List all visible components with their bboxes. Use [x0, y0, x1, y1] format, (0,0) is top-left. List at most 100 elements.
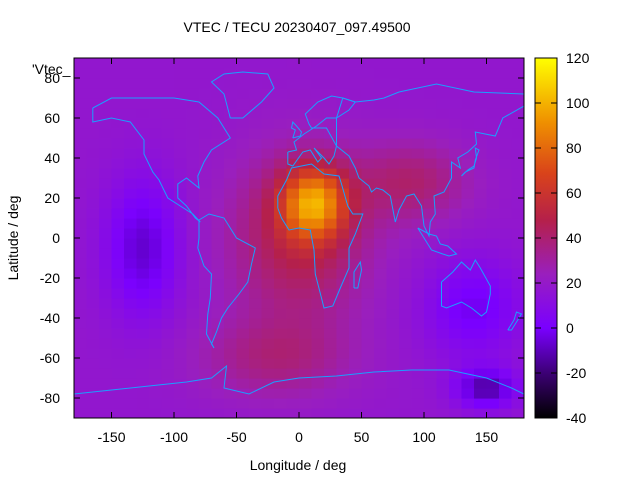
heatmap-cell — [274, 78, 288, 89]
heatmap-cell — [424, 408, 438, 418]
heatmap-cell — [411, 88, 425, 99]
heatmap-cell — [111, 68, 125, 79]
heatmap-cell — [186, 198, 200, 209]
heatmap-cell — [386, 208, 400, 219]
heatmap-cell — [149, 238, 163, 249]
heatmap-cell — [249, 138, 263, 149]
heatmap-cell — [174, 348, 188, 359]
heatmap-cell — [136, 98, 150, 109]
heatmap-cell — [199, 148, 213, 159]
heatmap-cell — [436, 308, 450, 319]
heatmap-cell — [149, 308, 163, 319]
heatmap-cell — [274, 148, 288, 159]
heatmap-cell — [199, 178, 213, 189]
heatmap-cell — [474, 378, 488, 389]
heatmap-cell — [486, 238, 500, 249]
heatmap-cell — [86, 68, 100, 79]
heatmap-cell — [511, 328, 524, 339]
heatmap-cell — [111, 268, 125, 279]
heatmap-cell — [186, 358, 200, 369]
heatmap-cell — [399, 138, 413, 149]
heatmap-cell — [461, 258, 475, 269]
heatmap-cell — [161, 408, 175, 418]
heatmap-cell — [161, 328, 175, 339]
heatmap-cell — [124, 298, 138, 309]
heatmap-cell — [161, 268, 175, 279]
heatmap-cell — [211, 98, 225, 109]
heatmap-cell — [486, 148, 500, 159]
heatmap-cell — [174, 108, 188, 119]
heatmap-cell — [336, 408, 350, 418]
heatmap-cell — [336, 258, 350, 269]
heatmap-cell — [224, 98, 238, 109]
heatmap-cell — [74, 68, 88, 79]
heatmap-cell — [111, 238, 125, 249]
heatmap-cell — [461, 248, 475, 259]
heatmap-cell — [124, 228, 138, 239]
heatmap-cell — [136, 158, 150, 169]
heatmap-cell — [436, 408, 450, 418]
heatmap-cell — [474, 88, 488, 99]
heatmap-cell — [511, 298, 524, 309]
heatmap-cell — [486, 368, 500, 379]
heatmap-cell — [411, 278, 425, 289]
heatmap-cell — [511, 308, 524, 319]
heatmap-cell — [99, 128, 113, 139]
heatmap-cell — [161, 58, 175, 69]
heatmap-cell — [224, 298, 238, 309]
heatmap-cell — [149, 298, 163, 309]
heatmap-cell — [211, 238, 225, 249]
coast-indonesia — [417, 227, 458, 257]
heatmap-cell — [299, 178, 313, 189]
heatmap-cell — [486, 108, 500, 119]
heatmap-cell — [311, 208, 325, 219]
heatmap-cell — [399, 198, 413, 209]
heatmap-cell — [236, 248, 250, 259]
heatmap-cell — [374, 318, 388, 329]
heatmap-cell — [136, 178, 150, 189]
heatmap-cell — [311, 108, 325, 119]
heatmap-cell — [74, 58, 88, 69]
heatmap-cell — [336, 168, 350, 179]
heatmap-cell — [74, 338, 88, 349]
heatmap-cell — [361, 148, 375, 159]
heatmap-cell — [349, 338, 363, 349]
heatmap-cell — [111, 328, 125, 339]
heatmap-cell — [511, 128, 524, 139]
heatmap-cell — [411, 68, 425, 79]
heatmap-cell — [411, 328, 425, 339]
heatmap-cell — [261, 338, 275, 349]
heatmap-cell — [436, 198, 450, 209]
heatmap-cell — [274, 398, 288, 409]
heatmap-cell — [486, 378, 500, 389]
heatmap-cell — [74, 138, 88, 149]
heatmap-cell — [149, 178, 163, 189]
heatmap-cell — [74, 148, 88, 159]
heatmap-cell — [161, 168, 175, 179]
heatmap-cell — [511, 238, 524, 249]
heatmap-cell — [136, 58, 150, 69]
heatmap-cell — [374, 338, 388, 349]
heatmap-cell — [199, 358, 213, 369]
heatmap-cell — [261, 278, 275, 289]
heatmap-cell — [336, 128, 350, 139]
heatmap-cell — [236, 128, 250, 139]
heatmap-cell — [411, 78, 425, 89]
heatmap-cell — [286, 228, 300, 239]
heatmap-cell — [336, 188, 350, 199]
heatmap-cell — [236, 338, 250, 349]
legend-label: 'Vtec_ — [32, 61, 71, 77]
heatmap-cell — [374, 258, 388, 269]
heatmap-cell — [399, 368, 413, 379]
heatmap-cell — [161, 108, 175, 119]
heatmap-cell — [349, 378, 363, 389]
heatmap-cell — [99, 158, 113, 169]
heatmap-cell — [149, 58, 163, 69]
heatmap-cell — [386, 338, 400, 349]
heatmap-cell — [186, 398, 200, 409]
heatmap-cell — [349, 148, 363, 159]
heatmap-cell — [486, 318, 500, 329]
heatmap-cell — [286, 398, 300, 409]
heatmap-cell — [336, 148, 350, 159]
heatmap-cell — [199, 318, 213, 329]
